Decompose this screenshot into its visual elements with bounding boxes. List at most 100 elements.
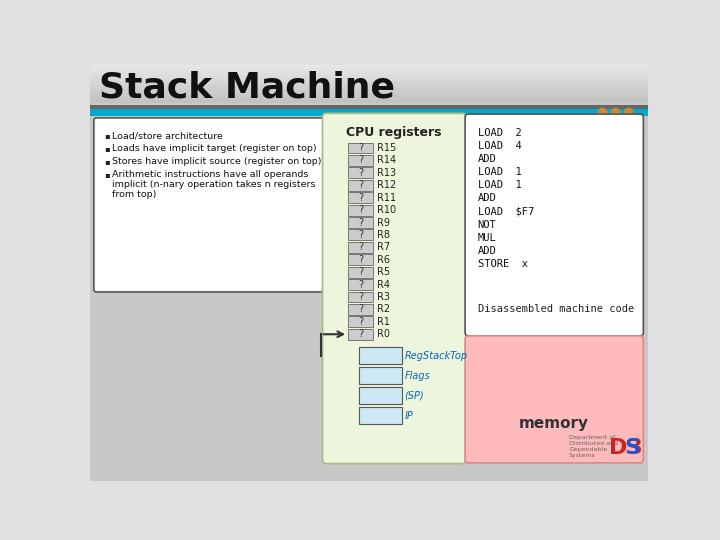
- Bar: [90, 99, 648, 100]
- Text: R14: R14: [377, 156, 396, 165]
- Text: ▪: ▪: [104, 144, 109, 153]
- Bar: [90, 102, 648, 103]
- Bar: [90, 85, 648, 86]
- Text: LOAD  4: LOAD 4: [477, 141, 521, 151]
- Text: R1: R1: [377, 317, 390, 327]
- Text: ▪: ▪: [104, 131, 109, 140]
- Text: ?: ?: [358, 230, 363, 240]
- FancyBboxPatch shape: [465, 336, 644, 463]
- Bar: [90, 75, 648, 76]
- Bar: [90, 76, 648, 77]
- FancyBboxPatch shape: [348, 230, 373, 240]
- Text: R7: R7: [377, 242, 390, 252]
- Text: Stack Machine: Stack Machine: [99, 71, 395, 105]
- FancyBboxPatch shape: [94, 118, 323, 292]
- Text: ADD: ADD: [477, 193, 496, 204]
- Bar: [90, 80, 648, 81]
- FancyBboxPatch shape: [359, 387, 402, 404]
- FancyBboxPatch shape: [348, 304, 373, 315]
- Bar: [90, 79, 648, 80]
- Bar: [90, 95, 648, 96]
- Text: ?: ?: [358, 193, 363, 202]
- Text: Load/store architecture: Load/store architecture: [112, 131, 222, 140]
- FancyBboxPatch shape: [359, 347, 402, 364]
- Bar: [90, 68, 648, 69]
- Bar: [90, 94, 648, 95]
- Text: RegStackTop: RegStackTop: [405, 351, 468, 361]
- Text: ?: ?: [358, 317, 363, 327]
- FancyBboxPatch shape: [348, 254, 373, 265]
- Bar: [90, 93, 648, 94]
- FancyBboxPatch shape: [323, 113, 466, 464]
- Bar: [90, 78, 648, 79]
- FancyBboxPatch shape: [348, 292, 373, 302]
- Text: ?: ?: [358, 255, 363, 265]
- Bar: [90, 96, 648, 97]
- Bar: [90, 71, 648, 72]
- Text: R8: R8: [377, 230, 390, 240]
- FancyBboxPatch shape: [348, 242, 373, 253]
- Text: from top): from top): [112, 190, 156, 199]
- Bar: [90, 100, 648, 101]
- Text: Department of
Distributed and
Dependable
Systems: Department of Distributed and Dependable…: [569, 435, 618, 457]
- Text: ?: ?: [358, 218, 363, 227]
- FancyBboxPatch shape: [90, 109, 648, 116]
- Text: MUL: MUL: [477, 233, 496, 242]
- Bar: [90, 91, 648, 92]
- Text: ADD: ADD: [477, 246, 496, 256]
- Text: ?: ?: [358, 292, 363, 302]
- FancyBboxPatch shape: [348, 279, 373, 290]
- Text: implicit (n-nary operation takes n registers: implicit (n-nary operation takes n regis…: [112, 180, 315, 190]
- FancyBboxPatch shape: [465, 114, 644, 336]
- Bar: [90, 83, 648, 84]
- Text: ▪: ▪: [104, 170, 109, 179]
- Text: ?: ?: [358, 156, 363, 165]
- Text: LOAD  1: LOAD 1: [477, 180, 521, 190]
- Text: R9: R9: [377, 218, 390, 227]
- Bar: [90, 67, 648, 68]
- Text: memory: memory: [519, 416, 589, 431]
- Text: LOAD  1: LOAD 1: [477, 167, 521, 177]
- Bar: [90, 77, 648, 78]
- Bar: [90, 89, 648, 90]
- Bar: [90, 72, 648, 73]
- FancyBboxPatch shape: [348, 205, 373, 215]
- Bar: [90, 82, 648, 83]
- Text: Disassembled machine code: Disassembled machine code: [477, 303, 634, 314]
- Text: LOAD  $F7: LOAD $F7: [477, 206, 534, 217]
- Text: ?: ?: [358, 242, 363, 252]
- FancyBboxPatch shape: [348, 267, 373, 278]
- FancyBboxPatch shape: [348, 316, 373, 327]
- Text: ?: ?: [358, 305, 363, 314]
- Bar: [90, 90, 648, 91]
- Text: ?: ?: [358, 168, 363, 178]
- FancyBboxPatch shape: [348, 155, 373, 166]
- Text: ▪: ▪: [104, 157, 109, 166]
- Bar: [90, 103, 648, 481]
- FancyBboxPatch shape: [348, 329, 373, 340]
- Text: Stores have implicit source (register on top): Stores have implicit source (register on…: [112, 157, 321, 166]
- Text: S: S: [625, 437, 641, 457]
- Bar: [90, 69, 648, 70]
- Text: ?: ?: [358, 267, 363, 277]
- Text: Loads have implicit target (register on top): Loads have implicit target (register on …: [112, 144, 316, 153]
- Text: IP: IP: [405, 411, 413, 421]
- Text: NOT: NOT: [477, 220, 496, 229]
- Text: ?: ?: [358, 329, 363, 339]
- FancyBboxPatch shape: [348, 180, 373, 191]
- Text: R5: R5: [377, 267, 390, 277]
- Bar: [90, 88, 648, 89]
- Text: R2: R2: [377, 305, 390, 314]
- Bar: [90, 87, 648, 88]
- Text: Flags: Flags: [405, 371, 431, 381]
- FancyBboxPatch shape: [348, 167, 373, 178]
- FancyBboxPatch shape: [90, 105, 648, 109]
- Text: R13: R13: [377, 168, 396, 178]
- Text: D3: D3: [609, 437, 643, 457]
- Text: R15: R15: [377, 143, 396, 153]
- Bar: [90, 73, 648, 74]
- FancyBboxPatch shape: [359, 367, 402, 384]
- Text: R11: R11: [377, 193, 396, 202]
- FancyBboxPatch shape: [348, 217, 373, 228]
- Text: (SP): (SP): [405, 391, 424, 401]
